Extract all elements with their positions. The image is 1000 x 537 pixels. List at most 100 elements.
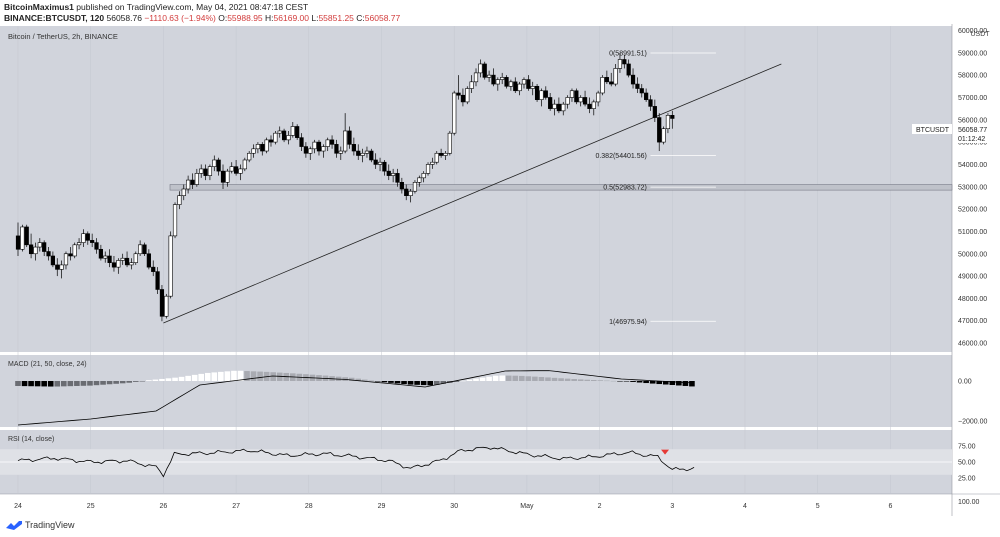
macd-histogram-bar (538, 377, 545, 381)
macd-histogram-bar (669, 381, 676, 385)
macd-histogram-bar (244, 371, 250, 381)
candle-body (469, 81, 474, 89)
macd-histogram-bar (558, 378, 564, 381)
price-badge: BTCUSDT 56058.77 01:12:42 (912, 123, 1000, 143)
time-tick-label: 26 (160, 503, 168, 510)
candle-body (661, 128, 666, 143)
candle-body (395, 173, 400, 183)
candle-body (635, 83, 640, 89)
candle-body (299, 137, 304, 147)
candle-body (652, 106, 657, 118)
candle-body (582, 97, 588, 105)
candle-body (103, 255, 108, 259)
macd-histogram-bar (237, 370, 244, 381)
candle-body (439, 152, 444, 156)
candle-body (404, 188, 409, 196)
author-name[interactable]: BitcoinMaximus1 (4, 2, 74, 12)
macd-histogram-bar (479, 377, 486, 381)
candle-body (443, 152, 448, 156)
candle-body (578, 97, 583, 103)
candle-body (456, 92, 461, 96)
candle-body (24, 226, 29, 246)
candle-body (277, 130, 282, 134)
publish-info: BitcoinMaximus1 published on TradingView… (4, 1, 1000, 13)
low-label: L: (311, 13, 319, 23)
macd-histogram-bar (100, 381, 106, 385)
macd-histogram-bar (519, 375, 525, 381)
candle-body (386, 170, 391, 176)
candle-body (59, 264, 64, 270)
candle-body (639, 88, 644, 94)
candle-body (194, 173, 199, 185)
rsi-line (17, 446, 695, 478)
close-label: C: (356, 13, 365, 23)
macd-histogram-bar (564, 378, 571, 381)
macd-histogram-bar (682, 381, 689, 386)
price-tick-label: 60000.00 (958, 28, 987, 35)
time-tick-label: 27 (232, 503, 240, 510)
candle-body (199, 168, 204, 174)
macd-histogram-bar (610, 380, 617, 382)
tradingview-logo[interactable]: TradingView (6, 520, 75, 530)
candle-body (116, 260, 121, 268)
low-value: 55851.25 (318, 13, 354, 23)
candle-body (430, 161, 435, 165)
macd-histogram-bar (191, 374, 198, 381)
ascending-trendline (163, 63, 782, 324)
price-tick-label: 54000.00 (958, 162, 987, 169)
candle-body (360, 152, 365, 156)
macd-histogram-bar (401, 381, 407, 385)
candle-body (569, 90, 575, 98)
candle-body (596, 92, 601, 103)
chart-area[interactable]: 0(58991.51) 0.382(54401.56) 0.5(52983.72) 1… (0, 24, 1000, 521)
price-tick-label: 52000.00 (958, 207, 987, 214)
macd-histogram-bar (584, 379, 591, 381)
price-badge-symbol: BTCUSDT (916, 127, 950, 134)
price-badge-countdown: 01:12:42 (958, 136, 985, 143)
price-tick-label: 59000.00 (958, 50, 987, 57)
close-value: 56058.77 (364, 13, 401, 23)
candle-body (138, 244, 143, 255)
macd-histogram-bar (505, 375, 512, 381)
macd-histogram-bar (643, 381, 649, 384)
macd-histogram-bar (74, 381, 80, 386)
candle-body (286, 135, 291, 141)
macd-histogram-bar (80, 381, 87, 386)
macd-histogram-bar (597, 380, 604, 381)
candle-body (334, 144, 339, 154)
rsi-title: RSI (14, close) (8, 436, 54, 443)
candle-body (534, 85, 540, 100)
candle-body (644, 92, 649, 100)
macd-histogram-bar (604, 380, 610, 382)
tradingview-icon (6, 521, 22, 530)
macd-histogram-bar (676, 381, 682, 386)
macd-histogram-bar (623, 381, 630, 382)
macd-histogram-bar (119, 381, 126, 384)
macd-histogram-bar (139, 381, 146, 382)
candle-body (321, 146, 326, 152)
candle-body (508, 81, 514, 87)
price-chart[interactable]: 0(58991.51) 0.382(54401.56) 0.5(52983.72) 1… (0, 24, 1000, 516)
macd-histogram-bar (617, 381, 623, 382)
candle-body (500, 77, 505, 80)
macd-histogram-bar (355, 378, 362, 381)
macd-histogram-bar (649, 381, 656, 384)
candle-body (316, 141, 322, 152)
candle-body (72, 244, 77, 257)
candle-body (513, 81, 518, 92)
macd-pane[interactable] (0, 355, 952, 427)
candle-body (665, 115, 671, 130)
time-tick-label: 29 (378, 503, 386, 510)
macd-histogram-bar (630, 381, 636, 382)
candle-body (543, 90, 548, 98)
candle-body (251, 148, 256, 154)
macd-histogram-bar (486, 376, 492, 381)
macd-histogram-bar (34, 381, 41, 387)
candle-body (373, 159, 378, 165)
candle-body (382, 161, 387, 172)
price-tick-label: 50000.00 (958, 251, 987, 258)
macd-histogram-bar (473, 378, 479, 381)
candle-body (530, 85, 535, 89)
macd-tick-label: −2000.00 (958, 419, 987, 426)
candle-body (20, 226, 25, 250)
